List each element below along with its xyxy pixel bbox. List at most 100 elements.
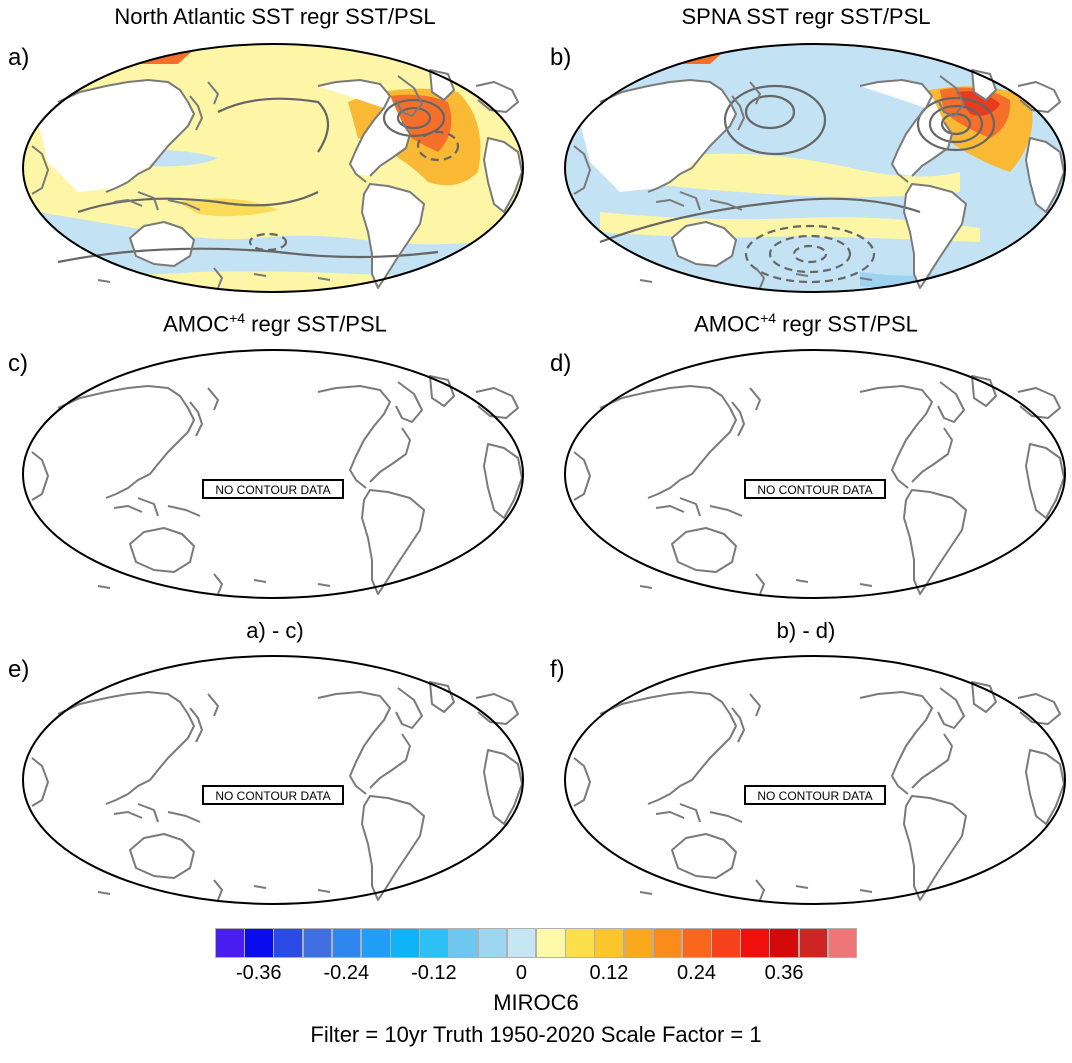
coastline-18	[795, 579, 809, 583]
coastline-7	[755, 573, 765, 595]
coastline-16	[639, 279, 653, 283]
colorbar-tick-label: 0.12	[589, 962, 629, 984]
map-border	[564, 43, 1066, 293]
colorbar-box	[798, 928, 829, 958]
coastline-9	[937, 687, 965, 729]
world-map	[564, 43, 1066, 293]
coastline-7	[213, 573, 223, 595]
coastline-13	[483, 443, 523, 519]
map-border	[564, 349, 1066, 599]
coastline-14	[475, 387, 519, 419]
coastline-12	[903, 489, 967, 595]
coastline-3	[655, 811, 685, 819]
coastline-4	[679, 191, 701, 211]
coastline-12	[361, 489, 425, 595]
coastline-2	[207, 387, 219, 411]
world-map: NO CONTOUR DATA	[22, 655, 524, 905]
coastline-3	[113, 505, 143, 513]
colorbar-tick-label: 0	[515, 962, 527, 984]
panel-title: b) - d)	[776, 618, 836, 643]
world-map	[22, 43, 524, 293]
coastline-1	[731, 707, 745, 743]
coastline-17	[317, 277, 331, 281]
coastline-5	[709, 505, 743, 517]
coastline-4	[679, 497, 701, 517]
coastline-2	[749, 387, 761, 411]
colorbar-tick-label: -0.12	[411, 962, 457, 984]
coastline-13	[483, 137, 523, 213]
coastline-16	[639, 585, 653, 589]
no-data-box	[202, 785, 344, 805]
coastline-18	[795, 885, 809, 889]
coastline-5	[167, 199, 201, 211]
colorbar-box	[477, 928, 508, 958]
coastline-10	[971, 375, 997, 407]
coastline-3	[113, 199, 143, 207]
coastline-12	[903, 795, 967, 901]
coastline-17	[859, 583, 873, 587]
coastline-9	[937, 75, 965, 117]
psl-contours	[57, 97, 460, 264]
map-border	[22, 43, 524, 293]
coastline-9	[395, 75, 423, 117]
panel-title: North Atlantic SST regr SST/PSL	[114, 4, 436, 29]
coastline-16	[97, 585, 111, 589]
coastline-4	[137, 191, 159, 211]
coastline-13	[1025, 137, 1065, 213]
coastline-13	[483, 749, 523, 825]
coastline-15	[573, 145, 591, 195]
footer-model: MIROC6	[493, 990, 579, 1015]
coastline-16	[97, 891, 111, 895]
coastline-9	[937, 381, 965, 423]
coastline-1	[189, 707, 203, 743]
coastline-11	[369, 121, 411, 177]
panel-title: AMOC+4 regr SST/PSL	[694, 310, 918, 337]
colorbar-tick-label: 0.24	[677, 962, 716, 984]
colorbar-box	[244, 928, 274, 958]
colorbar-box	[302, 928, 333, 958]
coastline-17	[859, 889, 873, 893]
coastline-7	[213, 267, 223, 289]
coastline-7	[755, 267, 765, 289]
map-border	[564, 655, 1066, 905]
coastline-12	[903, 183, 967, 289]
coastline-17	[859, 277, 873, 281]
colorbar-box	[623, 928, 654, 958]
coastline-3	[655, 505, 685, 513]
coastline-5	[709, 199, 743, 211]
colorbar-box	[331, 928, 362, 958]
panel-title: AMOC+4 regr SST/PSL	[163, 310, 387, 337]
coastline-6	[129, 221, 195, 267]
coastline-14	[1017, 693, 1061, 725]
no-data-box	[744, 785, 886, 805]
colorbar-box	[769, 928, 800, 958]
coastline-9	[395, 381, 423, 423]
no-data-label: NO CONTOUR DATA	[215, 483, 330, 497]
coastline-13	[1025, 749, 1065, 825]
coastline-8	[859, 79, 933, 183]
coastline-1	[189, 95, 203, 131]
colorbar-box	[594, 928, 625, 958]
coastline-1	[731, 401, 745, 437]
panel-letter: f)	[550, 656, 565, 683]
coastline-8	[317, 79, 391, 183]
no-data-label: NO CONTOUR DATA	[757, 789, 872, 803]
map-border	[22, 349, 524, 599]
coastline-10	[971, 69, 997, 101]
coastline-11	[911, 121, 953, 177]
colorbar-box	[273, 928, 304, 958]
colorbar-tick-label: -0.24	[323, 962, 370, 984]
coastline-9	[395, 687, 423, 729]
coastline-1	[731, 95, 745, 131]
colorbar-box	[565, 928, 595, 958]
panel-title: a) - c)	[246, 618, 304, 643]
world-map: NO CONTOUR DATA	[564, 349, 1066, 599]
coastline-6	[671, 833, 737, 879]
coastline-8	[317, 691, 391, 795]
colorbar-box	[827, 928, 858, 958]
coastline-0	[599, 79, 737, 193]
coastline-10	[429, 375, 455, 407]
colorbar-box	[448, 928, 479, 958]
coastline-0	[57, 79, 195, 193]
coastline-10	[971, 681, 997, 713]
